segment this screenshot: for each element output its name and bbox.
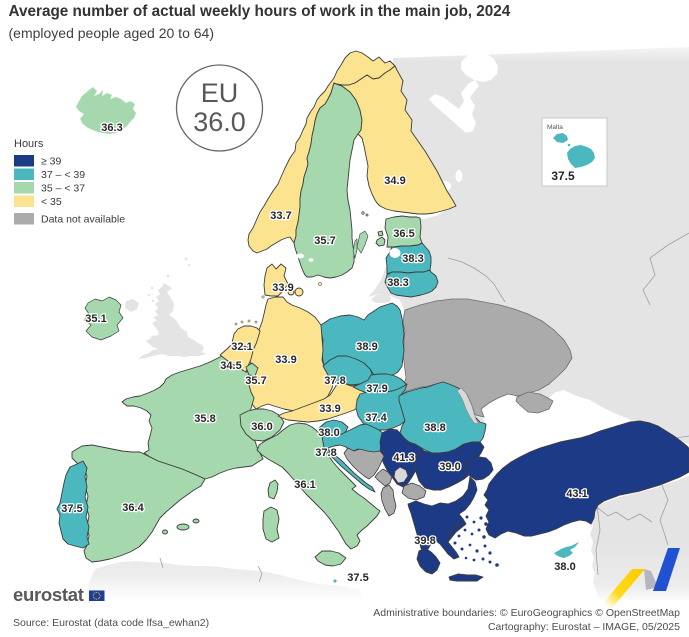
svg-text:35.7: 35.7 [314, 235, 335, 247]
svg-text:eurostat: eurostat [13, 584, 84, 605]
svg-text:36.1: 36.1 [294, 479, 315, 491]
svg-text:37.5: 37.5 [61, 503, 82, 515]
svg-text:38.3: 38.3 [402, 253, 423, 265]
svg-text:34.9: 34.9 [384, 175, 405, 187]
svg-text:33.7: 33.7 [270, 210, 291, 222]
svg-text:37.5: 37.5 [347, 572, 368, 584]
svg-text:35.8: 35.8 [194, 413, 215, 425]
svg-text:35.1: 35.1 [85, 313, 106, 325]
svg-text:33.9: 33.9 [275, 354, 296, 366]
svg-text:33.9: 33.9 [272, 282, 293, 294]
svg-text:Source: Eurostat (data code lf: Source: Eurostat (data code lfsa_ewhan2) [13, 617, 209, 629]
svg-text:35 – < 37: 35 – < 37 [41, 183, 85, 195]
svg-text:35.7: 35.7 [245, 375, 266, 387]
svg-text:Data not available: Data not available [41, 214, 125, 226]
svg-text:< 35: < 35 [41, 196, 62, 208]
svg-text:43.1: 43.1 [566, 488, 587, 500]
svg-text:38.0: 38.0 [318, 427, 339, 439]
svg-text:Hours: Hours [14, 138, 44, 150]
svg-text:37.9: 37.9 [366, 383, 387, 395]
svg-text:38.3: 38.3 [387, 277, 408, 289]
svg-text:36.0: 36.0 [193, 107, 246, 137]
svg-text:Average number of actual weekl: Average number of actual weekly hours of… [9, 3, 511, 20]
svg-text:38.8: 38.8 [424, 422, 445, 434]
svg-text:41.3: 41.3 [393, 452, 414, 464]
svg-text:EU: EU [201, 78, 239, 108]
svg-text:37.4: 37.4 [365, 412, 387, 424]
svg-text:Malta: Malta [547, 124, 563, 131]
svg-text:37.8: 37.8 [324, 375, 345, 387]
svg-text:38.9: 38.9 [356, 341, 377, 353]
svg-text:≥ 39: ≥ 39 [41, 156, 62, 168]
svg-text:36.3: 36.3 [101, 122, 122, 134]
svg-text:37.5: 37.5 [551, 169, 575, 183]
svg-text:32.1: 32.1 [231, 341, 252, 353]
svg-text:Administrative boundaries: © E: Administrative boundaries: © EuroGeograp… [373, 607, 680, 619]
svg-text:37 – < 39: 37 – < 39 [41, 169, 85, 181]
svg-text:38.0: 38.0 [554, 561, 575, 573]
svg-text:36.5: 36.5 [393, 228, 414, 240]
svg-text:(employed people aged 20 to 64: (employed people aged 20 to 64) [9, 25, 214, 41]
svg-text:33.9: 33.9 [319, 403, 340, 415]
svg-text:39.8: 39.8 [414, 535, 435, 547]
svg-text:39.0: 39.0 [439, 461, 460, 473]
svg-text:34.5: 34.5 [220, 360, 241, 372]
svg-text:36.4: 36.4 [122, 502, 144, 514]
svg-text:37.8: 37.8 [315, 447, 336, 459]
svg-text:Cartography: Eurostat – IMAGE,: Cartography: Eurostat – IMAGE, 05/2025 [488, 621, 680, 633]
svg-text:36.0: 36.0 [251, 421, 272, 433]
